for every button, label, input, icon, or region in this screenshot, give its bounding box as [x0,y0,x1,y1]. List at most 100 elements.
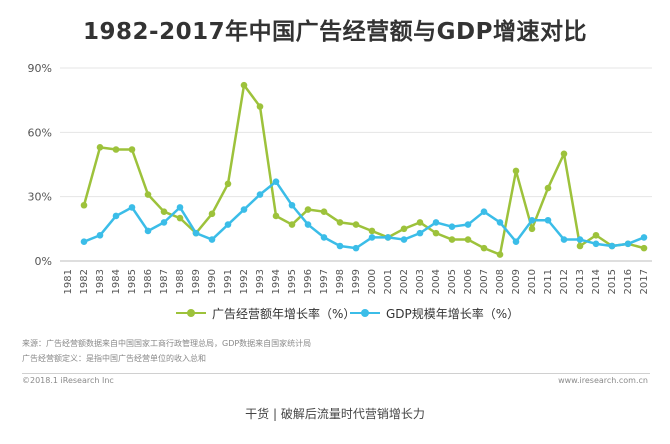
ad-data-point [256,103,264,110]
x-tick-label: 1983 [95,269,106,294]
series-line-ad [82,83,645,256]
gdp-data-point [176,204,184,211]
gdp-data-point [224,221,232,228]
ad-data-point [208,210,216,218]
footer-divider [22,373,650,374]
x-tick-label: 1990 [207,269,218,294]
gdp-data-point [368,234,376,241]
ad-data-point [400,225,408,233]
x-tick-label: 1992 [239,269,250,294]
source-note: 来源：广告经营额数据来自中国国家工商行政管理总局，GDP数据来自国家统计局 [22,339,312,348]
ad-data-point [304,206,312,213]
gdp-data-point [192,229,200,237]
ad-data-point [560,150,568,158]
ad-data-point [464,236,472,243]
gdp-data-point [592,240,600,248]
ad-data-point [224,180,232,188]
gdp-data-point [624,240,632,248]
x-tick-label: 2011 [543,269,554,294]
legend-label-gdp: GDP规模年增长率（%） [386,306,520,321]
x-tick-label: 2010 [527,269,538,294]
ad-data-point [272,212,280,220]
ad-data-point [128,146,136,153]
gdp-data-point [432,219,440,226]
gdp-data-point [480,208,488,215]
x-tick-label: 2009 [511,269,522,294]
gdp-data-point [560,236,568,243]
gdp-data-point [352,244,360,252]
ad-data-point [368,227,376,235]
gdp-data-point [96,231,104,239]
gdp-data-point [208,236,216,243]
ad-data-point [96,144,104,151]
gdp-data-point [80,238,88,245]
ad-data-point [336,219,344,226]
line-chart: 0% 30% 60% 90% 1981 1982 1983 1984 1985 1986 1987 1… [28,62,652,294]
definition-note: 广告经营额定义：是指中国广告经营单位的收入总和 [22,354,206,363]
gdp-data-point [320,234,328,241]
series-line-gdp [83,180,645,250]
gdp-data-point [464,221,472,228]
ad-data-point [240,81,248,89]
ad-data-point [416,219,424,226]
gdp-data-point [512,238,520,245]
x-tick-label: 1999 [351,269,362,294]
gdp-data-point [240,206,248,213]
gdp-data-point [496,219,504,226]
gdp-data-point [400,236,408,243]
x-tick-label: 1986 [143,269,154,294]
x-tick-label: 1998 [335,269,346,294]
y-tick-label: 60% [28,126,52,139]
gdp-data-point [448,223,456,230]
x-tick-label: 1987 [159,269,170,294]
website: www.iresearch.com.cn [558,376,648,385]
ad-data-point [576,242,584,250]
x-tick-label: 1994 [271,269,282,294]
ad-data-point [544,184,552,192]
ad-data-point [592,231,600,239]
ad-data-point [320,208,328,215]
ad-data-point [640,244,648,252]
gdp-data-point [384,234,392,241]
y-tick-label: 30% [28,191,52,204]
gdp-data-point [304,221,312,228]
y-tick-label: 0% [35,255,52,268]
gdp-data-point [640,234,648,241]
x-tick-label: 1984 [111,269,122,294]
legend-label-ad: 广告经营额年增长率（%） [212,306,356,321]
gdp-data-point [144,227,152,235]
x-tick-label: 1995 [287,269,298,294]
gdp-data-point [336,242,344,250]
x-tick-label: 2001 [383,269,394,294]
copyright: ©2018.1 iResearch Inc [22,376,114,385]
legend: 广告经营额年增长率（%） GDP规模年增长率（%） [0,302,670,324]
ad-data-point [112,146,120,153]
x-tick-label: 1991 [223,269,234,294]
ad-data-point [432,229,440,237]
chart-card: 1982-2017年中国广告经营额与GDP增速对比 0% 30% 60% 90% 198… [0,19,670,385]
x-tick-label: 2012 [559,269,570,294]
legend-item-ad: 广告经营额年增长率（%） [176,302,355,324]
legend-item-gdp: GDP规模年增长率（%） [350,302,519,324]
notes: 来源：广告经营额数据来自中国国家工商行政管理总局，GDP数据来自国家统计局 广告… [22,336,311,366]
x-tick-label: 2006 [463,269,474,294]
ad-data-point [144,191,152,198]
x-tick-label: 1982 [79,269,90,294]
gdp-data-point [288,201,296,209]
x-tick-label: 2014 [591,269,602,294]
x-tick-label: 1988 [175,269,186,294]
x-tick-label: 2000 [367,269,378,294]
x-tick-label: 2013 [575,269,586,294]
x-tick-label: 1997 [319,269,330,294]
gdp-data-point [272,178,280,185]
ad-data-point [176,214,184,222]
ad-data-point [480,244,488,252]
x-tick-label: 2017 [639,269,650,294]
ad-data-point [496,251,504,258]
gdp-data-point [608,242,616,250]
caption: 干货 | 破解后流量时代营销增长力 [245,407,425,421]
x-tick-label: 2003 [415,269,426,294]
gdp-data-point [576,236,584,243]
x-tick-label: 1996 [303,269,314,294]
ad-data-point [80,201,88,209]
